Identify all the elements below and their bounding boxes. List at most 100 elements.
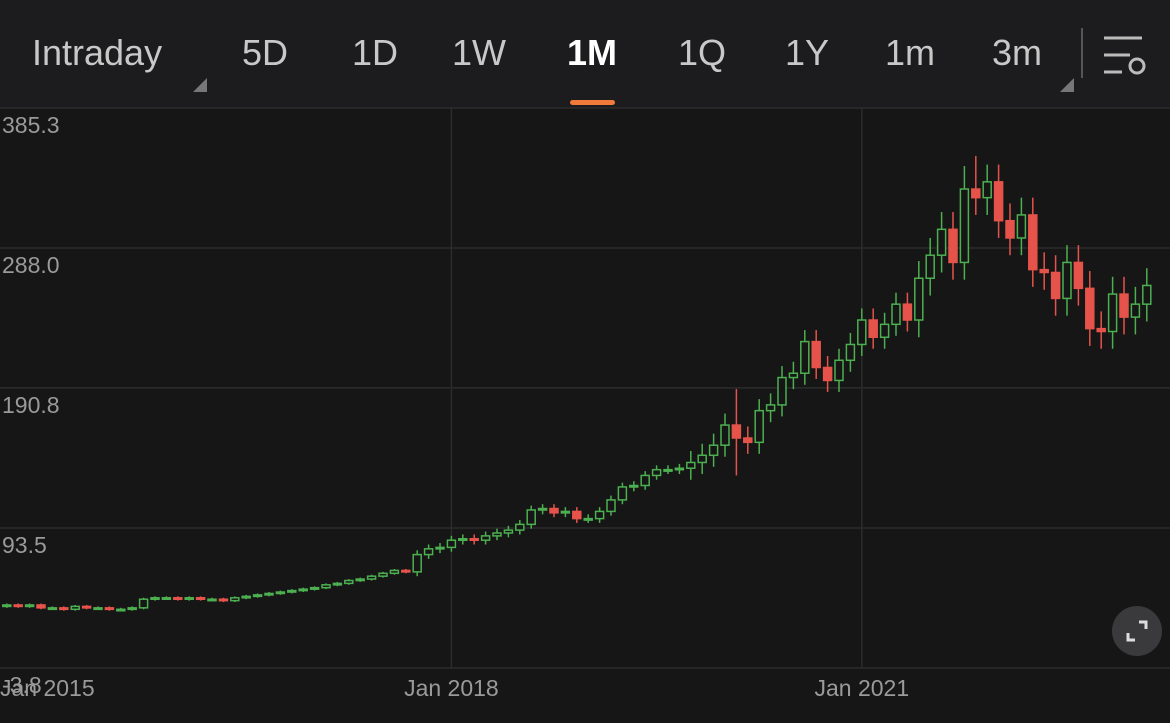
candle-body [184,597,194,601]
candle-body [412,553,422,573]
dropdown-corner [193,78,207,92]
x-tick-label: Jan 2021 [814,675,909,701]
candle-body [674,467,685,471]
candle-body [36,604,46,609]
candle-body [241,595,251,599]
expand-button[interactable] [1112,606,1162,656]
candle-body [1142,284,1152,305]
candle-body [287,589,297,593]
y-tick-label: 385.3 [2,112,60,138]
candle-body [1119,293,1129,318]
candle-body [868,319,878,339]
candle-body [469,538,479,542]
candle-body [720,424,730,446]
candle-body [423,548,434,556]
candle-body [275,591,286,595]
candle-body [686,461,696,469]
candle-body [572,510,582,520]
candle-body [161,597,172,601]
candle-body [1016,214,1027,239]
settings-icon[interactable] [1104,36,1146,75]
candle-body [230,597,240,602]
candle-body [1028,214,1038,271]
candle-body [537,507,548,511]
candle-body [104,607,115,611]
candle-body [606,499,616,513]
candle-body [902,303,913,321]
candle-body [127,607,137,611]
candle-body [697,454,707,464]
candle-body [982,181,992,199]
candle-body [936,228,947,256]
candle-body [993,181,1004,222]
candle-body [891,303,901,326]
tab-decor [193,28,1146,92]
candle-body [138,598,149,609]
timeframe-tab[interactable]: Intraday [32,32,163,73]
candle-body [594,510,605,520]
x-tick-label: Jan 2018 [404,675,499,701]
candle-body [70,605,80,611]
timeframe-tab[interactable]: 1W [452,32,506,73]
candle-body [1039,268,1049,274]
candle-body [663,468,673,472]
candle-body [93,607,103,611]
candle-body [81,605,92,609]
candle-body [1085,287,1095,330]
candle-body [355,578,365,582]
candle-body [788,372,799,379]
timeframe-tab[interactable]: 1m [885,32,936,73]
candle-body [777,376,787,406]
candle-body [925,254,935,280]
timeframe-tab[interactable]: 5D [242,32,289,73]
candle-body [2,604,12,608]
candle-body [526,509,536,526]
candle-body [1130,303,1141,318]
candle-body [1005,219,1015,239]
candle-body [218,598,229,602]
candle-body [1050,271,1061,300]
candle-body [401,569,411,573]
y-tick-label: -3.8 [2,672,42,698]
timeframe-tab[interactable]: 3m [992,32,1043,73]
candle-body [651,468,662,477]
candle-body [515,523,525,531]
dropdown-corner [1060,78,1074,92]
candle-body [879,323,890,339]
candle-body [560,510,571,514]
selected-underline [570,100,615,105]
candle-body [765,404,776,412]
candle-body [332,582,343,586]
timeframe-tab[interactable]: 1M [567,32,618,73]
candle-body [446,539,457,549]
x-tick-label: Jan 2015 [0,675,95,701]
timeframe-tab[interactable]: 1D [352,32,399,73]
candle-body [1062,261,1072,300]
y-tick-label: 288.0 [2,252,60,278]
candle-body [583,517,593,521]
candle-body [207,598,217,602]
candle-body [116,608,126,612]
y-tick-label: 93.5 [2,532,47,558]
candle-body [811,340,821,369]
candle-body [503,529,514,534]
candle-body [252,594,263,598]
candle-body [914,277,924,321]
candle-body [971,188,981,199]
candle-body [754,409,764,444]
candle-body [708,444,719,457]
candle-body [1096,327,1106,333]
candle-body [834,359,844,382]
candle-body [389,569,400,575]
candle-body [13,604,23,608]
candle-body [321,584,331,589]
candle-body [173,597,183,601]
candle-body [743,437,753,444]
candle-body [492,532,502,537]
timeframe-tab[interactable]: 1Y [785,32,830,73]
timeframe-tab[interactable]: 1Q [678,32,727,73]
candle-body [366,575,377,580]
candle-body [24,604,35,608]
